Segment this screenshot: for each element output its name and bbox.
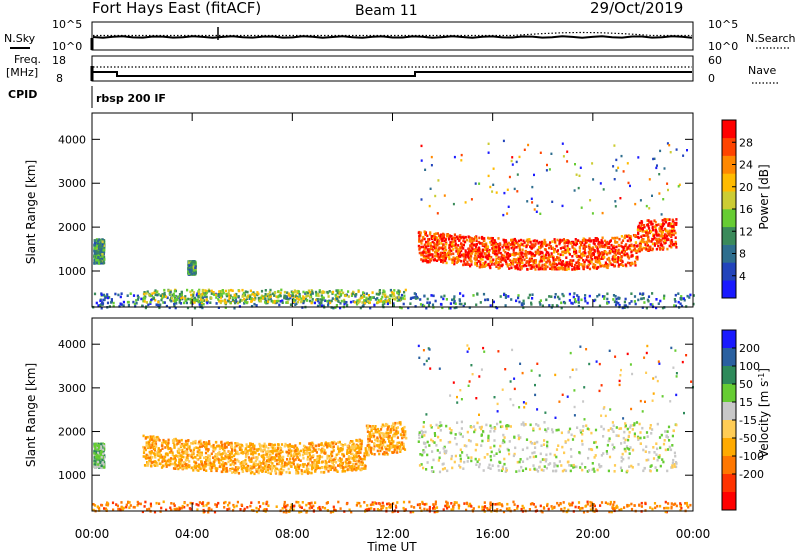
power-data-points — [92, 139, 695, 310]
colorbar-swatch — [722, 456, 736, 475]
freq-unit: [MHz] — [6, 66, 38, 79]
colorbar-tick-label: 8 — [739, 248, 746, 261]
colorbar-swatch — [722, 420, 736, 439]
freq-label: Freq. — [14, 53, 41, 66]
x-tick-label: 04:00 — [175, 527, 210, 541]
colorbar-tick-label: 4 — [739, 270, 746, 283]
nsearch-tick-top: 10^5 — [708, 18, 738, 31]
velocity-y-axis-label: Slant Range [km] — [24, 363, 38, 467]
beam-label: Beam 11 — [355, 3, 418, 19]
y-tick-label: 1000 — [58, 469, 86, 482]
nave-label: Nave — [748, 64, 776, 77]
cpid-label: CPID — [8, 88, 37, 101]
colorbar-tick-label: 200 — [739, 342, 760, 355]
x-tick-label: 00:00 — [676, 527, 711, 541]
y-tick-label: 2000 — [58, 426, 86, 439]
colorbar-swatch — [722, 402, 736, 421]
colorbar-swatch — [722, 438, 736, 457]
y-tick-label: 4000 — [58, 338, 86, 351]
colorbar-swatch — [722, 384, 736, 403]
colorbar-swatch — [722, 280, 736, 299]
x-axis-label: Time UT — [366, 540, 417, 554]
time-axis-ticks: 00:00 04:00 08:00 12:00 16:00 20:00 00:00 — [75, 527, 711, 541]
freq-tick-bottom: 8 — [56, 72, 63, 85]
colorbar-swatch — [722, 330, 736, 349]
nsky-tick-top: 10^5 — [52, 18, 82, 31]
colorbar-tick-label: -100 — [739, 450, 764, 463]
colorbar-tick-label: -200 — [739, 468, 764, 481]
colorbar-swatch — [722, 492, 736, 511]
colorbar-tick-label: 12 — [739, 225, 753, 238]
velocity-colorbar-label: Velocity [m s-1] — [757, 368, 772, 458]
x-tick-label: 16:00 — [475, 527, 510, 541]
colorbar-tick-label: 100 — [739, 360, 760, 373]
colorbar-swatch — [722, 366, 736, 385]
power-y-axis-label: Slant Range [km] — [24, 160, 38, 264]
y-tick-label: 3000 — [58, 177, 86, 190]
colorbar-tick-label: 24 — [739, 159, 753, 172]
y-tick-label: 1000 — [58, 265, 86, 278]
y-tick-label: 4000 — [58, 133, 86, 146]
power-colorbar-label: Power [dB] — [757, 164, 771, 229]
freq-tick-top: 18 — [52, 54, 66, 67]
colorbar-swatch — [722, 120, 736, 139]
colorbar-swatch — [722, 244, 736, 263]
velocity-colorbar: 200 100 50 15 -15 -50 -100 -200 — [721, 329, 764, 511]
colorbar-tick-label: 16 — [739, 203, 753, 216]
cpid-program: rbsp 200 IF — [96, 92, 166, 105]
power-panel: 1000 2000 3000 4000 Slant Range [km] 4 8 12 16… — [24, 112, 771, 310]
freq-series — [93, 71, 692, 77]
colorbar-swatch — [722, 191, 736, 210]
nsky-series — [92, 35, 693, 39]
colorbar-swatch — [722, 137, 736, 156]
nsky-label: N.Sky — [4, 32, 36, 45]
colorbar-swatch — [722, 226, 736, 245]
colorbar-swatch — [722, 155, 736, 174]
velocity-panel: 1000 2000 3000 4000 Slant Range [km] 200 100… — [24, 317, 772, 514]
y-tick-label: 3000 — [58, 382, 86, 395]
nave-tick-top: 60 — [708, 54, 722, 67]
colorbar-tick-label: 15 — [739, 396, 753, 409]
station-title: Fort Hays East (fitACF) — [92, 0, 261, 17]
velocity-data-points — [92, 344, 694, 514]
x-tick-label: 12:00 — [375, 527, 410, 541]
date-label: 29/Oct/2019 — [590, 0, 683, 17]
nave-tick-bottom: 0 — [708, 72, 715, 85]
colorbar-swatch — [722, 348, 736, 367]
colorbar-tick-label: 50 — [739, 378, 753, 391]
nsearch-tick-bottom: 10^0 — [708, 40, 738, 53]
colorbar-tick-label: -50 — [739, 432, 757, 445]
colorbar-swatch — [722, 173, 736, 192]
colorbar-tick-label: 28 — [739, 136, 753, 149]
nsky-tick-bottom: 10^0 — [52, 40, 82, 53]
colorbar-tick-label: -15 — [739, 414, 757, 427]
y-tick-label: 2000 — [58, 221, 86, 234]
x-tick-label: 20:00 — [576, 527, 611, 541]
colorbar-tick-label: 20 — [739, 181, 753, 194]
colorbar-swatch — [722, 474, 736, 493]
nsky-panel: N.Sky 10^5 10^0 10^5 10^0 N.Search — [4, 18, 796, 53]
freq-panel: Freq. [MHz] 18 8 60 0 Nave — [6, 53, 778, 85]
x-tick-label: 00:00 — [75, 527, 110, 541]
colorbar-swatch — [722, 209, 736, 228]
x-tick-label: 08:00 — [275, 527, 310, 541]
colorbar-swatch — [722, 262, 736, 281]
nsearch-label: N.Search — [746, 32, 796, 45]
power-colorbar: 4 8 12 16 20 24 28 — [721, 119, 753, 299]
